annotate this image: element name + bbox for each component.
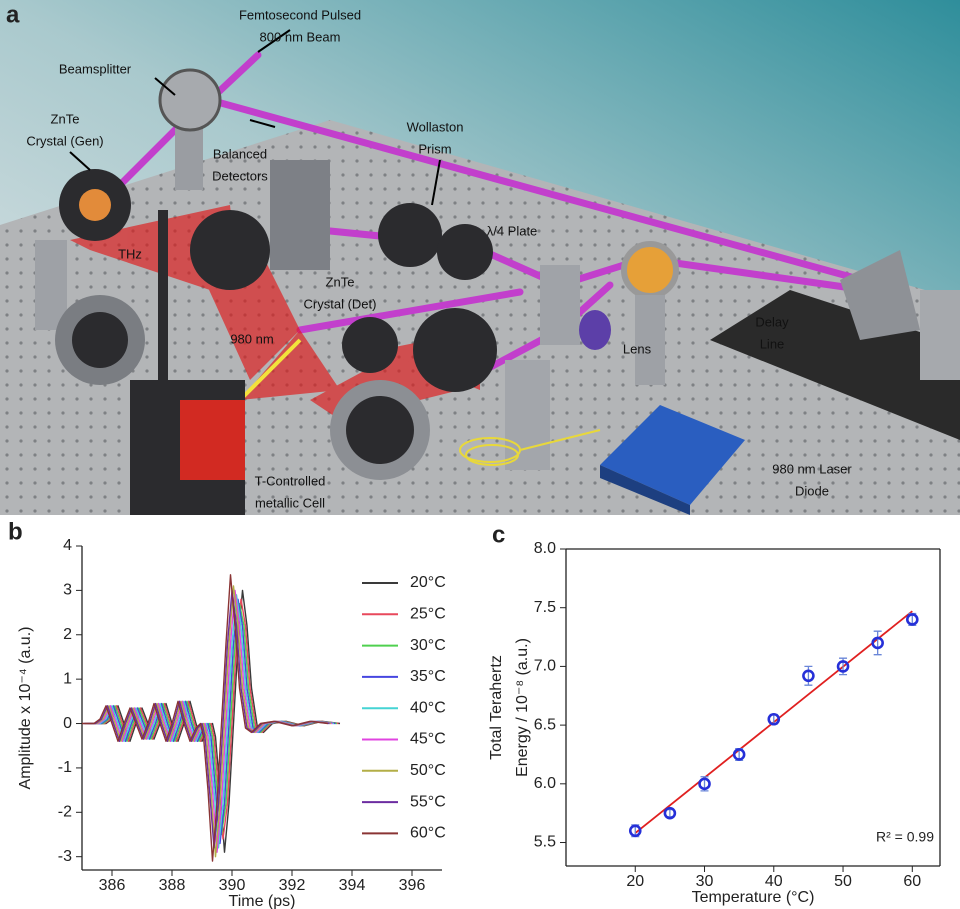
- error-bar: [874, 631, 882, 654]
- x-tick-label: 20: [626, 873, 644, 890]
- panel-label: b: [8, 518, 23, 545]
- y-tick-label: -1: [58, 759, 72, 776]
- annotation: Line: [760, 336, 785, 351]
- annotation: Diode: [795, 483, 829, 498]
- annotation: Detectors: [212, 168, 268, 183]
- annotation: metallic Cell: [255, 495, 325, 510]
- annotation: ZnTe: [326, 274, 355, 289]
- x-tick-label: 388: [159, 877, 186, 894]
- x-tick-label: 394: [339, 877, 366, 894]
- x-tick-label: 392: [279, 877, 306, 894]
- annotation: λ/4 Plate: [487, 223, 538, 238]
- x-tick-label: 390: [219, 877, 246, 894]
- x-tick-label: 60: [903, 873, 921, 890]
- annotation: Balanced: [213, 146, 267, 161]
- panel-label: c: [492, 521, 505, 548]
- x-axis-label: Temperature (°C): [692, 889, 815, 906]
- legend-label: 25°C: [410, 606, 446, 623]
- annotation: T-Controlled: [255, 473, 326, 488]
- annotation: Delay: [755, 314, 789, 329]
- y-tick-label: 7.0: [534, 658, 556, 675]
- y-tick-label: 1: [63, 670, 72, 687]
- setup-illustration: a: [0, 0, 960, 515]
- annotation: THz: [118, 246, 142, 261]
- page: a Femtosecond Pulsed 800 nm Beam Beamsplit…: [0, 0, 960, 909]
- annotation: 980 nm: [230, 331, 273, 346]
- legend-label: 30°C: [410, 637, 446, 654]
- annotation: Beamsplitter: [59, 61, 132, 76]
- panel-label: a: [6, 1, 20, 28]
- y-tick-label: 3: [63, 582, 72, 599]
- legend-label: 50°C: [410, 762, 446, 779]
- y-tick-label: 4: [63, 537, 72, 554]
- x-tick-label: 50: [834, 873, 852, 890]
- error-bar: [804, 666, 812, 685]
- y-tick-label: 8.0: [534, 540, 556, 557]
- annotation: Wollaston: [407, 119, 464, 134]
- y-tick-label: 0: [63, 715, 72, 732]
- annotation: 980 nm Laser: [772, 461, 852, 476]
- annotation: Prism: [418, 141, 451, 156]
- x-axis-label: Time (ps): [229, 893, 296, 909]
- legend-label: 20°C: [410, 574, 446, 591]
- legend-label: 60°C: [410, 825, 446, 842]
- y-tick-label: 7.5: [534, 599, 556, 616]
- annotation: Crystal (Gen): [26, 133, 103, 148]
- y-tick-label: 6.5: [534, 716, 556, 733]
- annotation: ZnTe: [51, 111, 80, 126]
- annotation: Lens: [623, 341, 652, 356]
- y-axis-label: Energy / 10⁻⁸ (a.u.): [514, 638, 531, 777]
- y-tick-label: -2: [58, 804, 72, 821]
- annotation: R² = 0.99: [876, 829, 934, 845]
- x-tick-label: 40: [765, 873, 783, 890]
- annotation: Femtosecond Pulsed: [239, 7, 361, 22]
- annotation: Crystal (Det): [304, 296, 377, 311]
- legend-label: 45°C: [410, 731, 446, 748]
- x-tick-label: 396: [399, 877, 426, 894]
- x-tick-label: 30: [696, 873, 714, 890]
- y-tick-label: -3: [58, 848, 72, 865]
- y-axis-label: Amplitude x 10⁻⁴ (a.u.): [17, 627, 34, 790]
- legend-label: 35°C: [410, 668, 446, 685]
- legend-label: 55°C: [410, 793, 446, 810]
- annotation: 800 nm Beam: [260, 29, 341, 44]
- legend-label: 40°C: [410, 699, 446, 716]
- y-tick-label: 5.5: [534, 834, 556, 851]
- x-tick-label: 386: [99, 877, 126, 894]
- y-axis-label: Total Terahertz: [488, 655, 505, 760]
- y-tick-label: 2: [63, 626, 72, 643]
- figure: a Femtosecond Pulsed 800 nm Beam Beamsplit…: [0, 0, 960, 909]
- y-tick-label: 6.0: [534, 775, 556, 792]
